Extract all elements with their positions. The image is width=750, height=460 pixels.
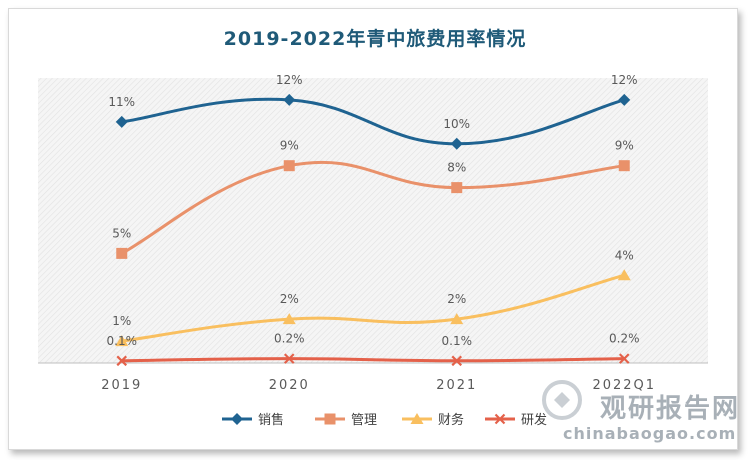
data-point (618, 93, 631, 106)
data-label: 9% (280, 139, 299, 153)
legend-swatch-marker (231, 413, 243, 425)
data-label: 1% (112, 314, 131, 328)
data-label: 11% (108, 95, 135, 109)
series-line (120, 97, 626, 146)
legend-item-2: 管理 (315, 413, 377, 428)
legend-label: 研发 (521, 412, 547, 428)
series-4: 0.1% 0.2% 0.1% 0.2% (107, 332, 640, 367)
data-point (116, 247, 128, 259)
data-label: 0.2% (274, 332, 305, 346)
data-point (283, 353, 295, 364)
data-point (116, 355, 128, 367)
legend-label: 管理 (351, 413, 377, 428)
data-label: 2% (280, 292, 299, 306)
data-label: 5% (112, 226, 131, 240)
x-tick-label: 2019 (101, 378, 142, 393)
data-label: 8% (447, 161, 466, 175)
data-label: 10% (443, 117, 470, 131)
legend-item-3: 财务 (402, 412, 464, 428)
data-label: 0.1% (442, 334, 473, 348)
x-tick-label: 2021 (436, 378, 477, 393)
plot-area (38, 78, 708, 363)
series-2: 5% 9% 8% 9% (112, 139, 634, 259)
data-point (450, 137, 463, 150)
data-point (618, 160, 630, 172)
data-label: 4% (615, 248, 634, 262)
legend-swatch-marker (324, 413, 336, 425)
data-label: 2% (447, 292, 466, 306)
series-line (120, 273, 626, 343)
data-label: 12% (611, 73, 638, 87)
data-label: 0.1% (107, 334, 138, 348)
data-point (450, 313, 464, 325)
chart-title: 2019-2022年青中旅费用率情况 (223, 28, 527, 50)
series-line (120, 357, 626, 363)
data-point (617, 269, 631, 281)
data-point (618, 353, 630, 364)
data-point (451, 355, 463, 367)
legend-swatch-marker (494, 413, 506, 425)
data-label: 0.2% (609, 332, 640, 346)
series-line (120, 160, 626, 255)
legend-item-1: 销售 (222, 412, 284, 428)
data-point (283, 93, 296, 106)
x-tick-label: 2022Q1 (592, 378, 656, 393)
legend-item-4: 研发 (485, 412, 547, 428)
data-point (283, 160, 295, 172)
data-label: 9% (615, 139, 634, 153)
legend-label: 财务 (438, 412, 464, 428)
watermark-url: chinabaogao.com (563, 424, 737, 443)
data-point (282, 313, 296, 325)
legend-label: 销售 (258, 412, 284, 428)
series-3: 1% 2% 2% 4% (112, 248, 634, 347)
data-label: 12% (276, 73, 303, 87)
x-tick-label: 2020 (269, 378, 310, 393)
data-point (451, 182, 463, 194)
series-1: 11% 12% 10% 12% (108, 73, 638, 150)
watermark-logo-icon (542, 380, 582, 420)
data-point (115, 335, 129, 347)
data-point (115, 115, 128, 128)
watermark-brand: 观研报告网 (600, 394, 741, 424)
legend-swatch-marker (410, 413, 424, 424)
